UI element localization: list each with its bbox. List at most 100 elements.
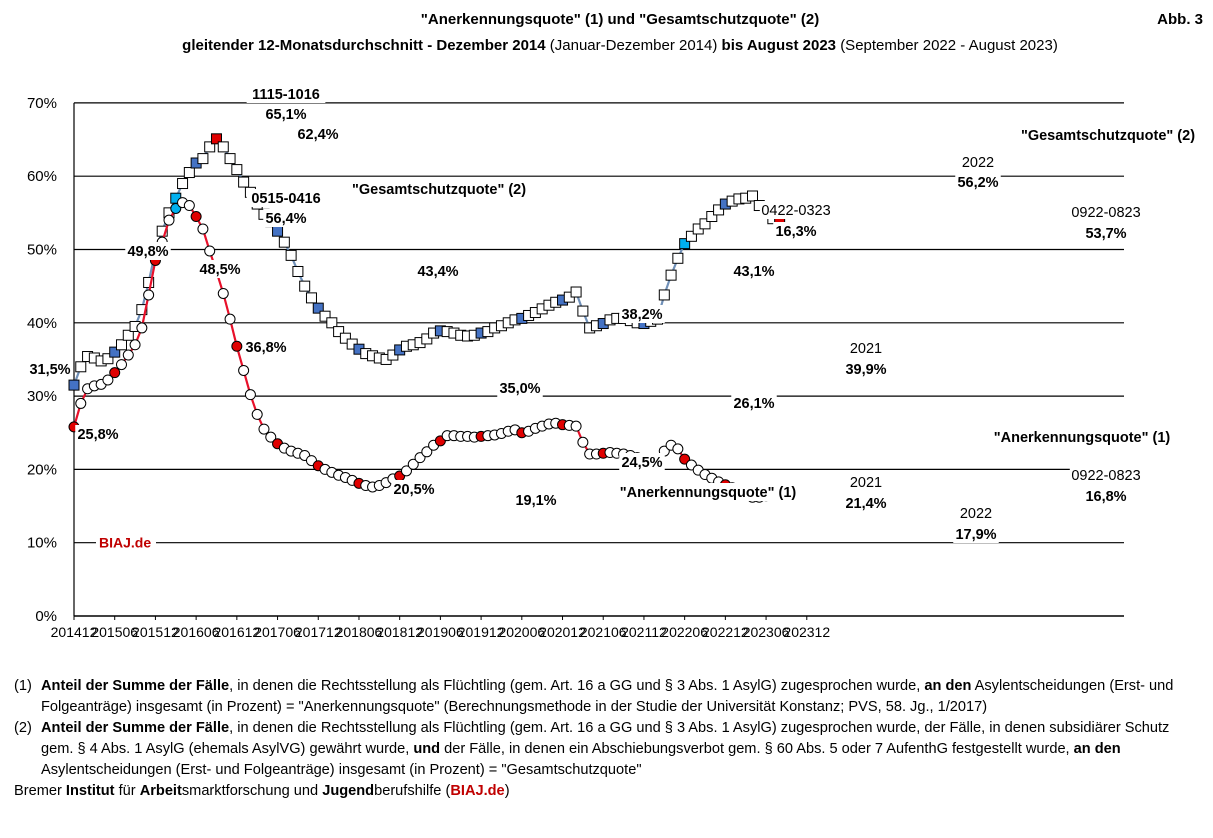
annotation-bg bbox=[1010, 126, 1206, 144]
point-gesamtschutzquote bbox=[238, 176, 250, 188]
point-anerkennungsquote bbox=[102, 374, 114, 386]
point-gesamtschutzquote bbox=[272, 225, 284, 237]
annotation-label: 24,5% bbox=[621, 455, 662, 471]
x-tick-label: 201806 bbox=[336, 624, 383, 640]
point-anerkennungsquote bbox=[231, 340, 243, 352]
point-gesamtschutzquote bbox=[217, 141, 229, 153]
annotation-bg bbox=[246, 85, 326, 103]
footnote-2-bold-1: Anteil der Summe der Fälle bbox=[41, 720, 230, 736]
annotation-bg bbox=[263, 209, 309, 227]
point-anerkennungsquote bbox=[163, 214, 175, 226]
annotation-label: "Gesamtschutzquote" (2) bbox=[352, 182, 526, 198]
point-anerkennungsquote bbox=[238, 364, 250, 376]
annotation-label: 19,1% bbox=[515, 493, 556, 509]
y-tick-label: 10% bbox=[27, 535, 57, 552]
annotation-label: 48,5% bbox=[199, 262, 240, 278]
point-gesamtschutzquote bbox=[68, 379, 80, 391]
point-gesamtschutzquote bbox=[305, 292, 317, 304]
point-gesamtschutzquote bbox=[713, 204, 725, 216]
annotation-label: 0922-0823 bbox=[1071, 205, 1140, 221]
x-tick-label: 201506 bbox=[91, 624, 138, 640]
x-tick-label: 201706 bbox=[254, 624, 301, 640]
y-tick-label: 20% bbox=[27, 461, 57, 478]
point-gesamtschutzquote bbox=[136, 304, 148, 316]
annotation-bg bbox=[759, 201, 833, 219]
x-tick-label: 201606 bbox=[173, 624, 220, 640]
footnotes: (1) Anteil der Summe der Fälle , in denen … bbox=[14, 676, 1204, 802]
figure-label: Abb. 3 bbox=[1157, 11, 1203, 28]
footnote-2-mark: (2) bbox=[14, 720, 32, 736]
annotation-label: 2022 bbox=[962, 155, 994, 171]
annotation-label: 26,1% bbox=[733, 396, 774, 412]
point-gesamtschutzquote bbox=[285, 249, 297, 261]
point-gesamtschutzquote bbox=[115, 339, 127, 351]
point-gesamtschutzquote bbox=[326, 317, 338, 329]
footnote-2-bold-3: an den bbox=[1073, 741, 1121, 757]
credit-text-3: smarktforschung und bbox=[181, 783, 323, 799]
annotation-layer: 1115-1016 65,1% 62,4% "Gesamtschutzquote" (… bbox=[27, 85, 1206, 551]
point-anerkennungsquote bbox=[224, 313, 236, 325]
chart-subtitle: gleitender 12-Monatsdurchschnitt - Dezem… bbox=[182, 37, 1058, 54]
point-gesamtschutzquote bbox=[278, 236, 290, 248]
credit-text-5: ) bbox=[504, 783, 510, 799]
point-gesamtschutzquote bbox=[75, 361, 87, 373]
footnote-1-text-1: , in denen die Rechtsstellung als Flücht… bbox=[229, 678, 925, 694]
credit-text-1: Bremer bbox=[14, 783, 66, 799]
y-tick-label: 60% bbox=[27, 168, 57, 185]
annotation-bg bbox=[1083, 224, 1129, 242]
annotation-label: 25,8% bbox=[77, 427, 118, 443]
point-gesamtschutzquote bbox=[122, 329, 134, 341]
annotation-label: "Anerkennungsquote" (1) bbox=[620, 485, 797, 501]
point-anerkennungsquote bbox=[115, 359, 127, 371]
point-anerkennungsquote bbox=[75, 397, 87, 409]
x-tick-label: 202312 bbox=[783, 624, 830, 640]
point-anerkennungsquote bbox=[672, 443, 684, 455]
annotation-bg bbox=[773, 222, 819, 240]
point-gesamtschutzquote bbox=[577, 305, 589, 317]
annotation-bg bbox=[610, 483, 806, 501]
x-tick-label: 201612 bbox=[213, 624, 260, 640]
x-tick-label: 202106 bbox=[580, 624, 627, 640]
point-gesamtschutzquote bbox=[685, 230, 697, 242]
point-gesamtschutzquote bbox=[109, 346, 121, 358]
x-axis: 2014122015062015122016062016122017062017… bbox=[51, 616, 830, 640]
annotation-label: 20,5% bbox=[393, 482, 434, 498]
annotation-bg bbox=[958, 504, 994, 522]
annotation-label: 2021 bbox=[850, 341, 882, 357]
annotation-bg bbox=[843, 494, 889, 512]
annotation-label: 65,1% bbox=[265, 107, 306, 123]
footnote-2: (2) Anteil der Summe der Fälle, in denen … bbox=[14, 718, 1204, 781]
footnote-1-mark: (1) bbox=[14, 678, 32, 694]
footnote-2-bold-2: und bbox=[413, 741, 441, 757]
watermark-bg bbox=[96, 532, 156, 551]
annotation-bg bbox=[415, 262, 461, 280]
watermark: BIAJ.de bbox=[99, 535, 151, 551]
annotation-bg bbox=[984, 428, 1180, 446]
footnote-1-bold-2: an den bbox=[924, 678, 972, 694]
x-tick-label: 201412 bbox=[51, 624, 98, 640]
credit-bold-3: Jugend bbox=[322, 783, 375, 799]
point-gesamtschutzquote bbox=[319, 310, 331, 322]
annotation-bg bbox=[953, 525, 999, 543]
annotation-label: 16,3% bbox=[775, 224, 816, 240]
point-anerkennungsquote bbox=[244, 389, 256, 401]
point-gesamtschutzquote bbox=[312, 302, 324, 314]
annotation-label: 2021 bbox=[850, 475, 882, 491]
footnote-1: (1) Anteil der Summe der Fälle, in denen … bbox=[14, 676, 1204, 718]
point-gesamtschutzquote bbox=[672, 252, 684, 264]
point-gesamtschutzquote bbox=[333, 326, 345, 338]
point-anerkennungsquote bbox=[122, 349, 134, 361]
y-tick-label: 50% bbox=[27, 242, 57, 259]
annotation-bg bbox=[350, 180, 545, 198]
annotation-bg bbox=[197, 260, 243, 278]
annotation-bg bbox=[263, 105, 309, 123]
annotation-bg bbox=[497, 379, 543, 397]
annotation-label: 0422-0323 bbox=[761, 203, 830, 219]
annotation-label: 36,8% bbox=[245, 340, 286, 356]
point-anerkennungsquote bbox=[129, 339, 141, 351]
point-gesamtschutzquote bbox=[177, 178, 189, 190]
point-anerkennungsquote bbox=[217, 287, 229, 299]
point-gesamtschutzquote bbox=[224, 153, 236, 165]
point-anerkennungsquote bbox=[109, 367, 121, 379]
annotation-bg bbox=[731, 262, 777, 280]
